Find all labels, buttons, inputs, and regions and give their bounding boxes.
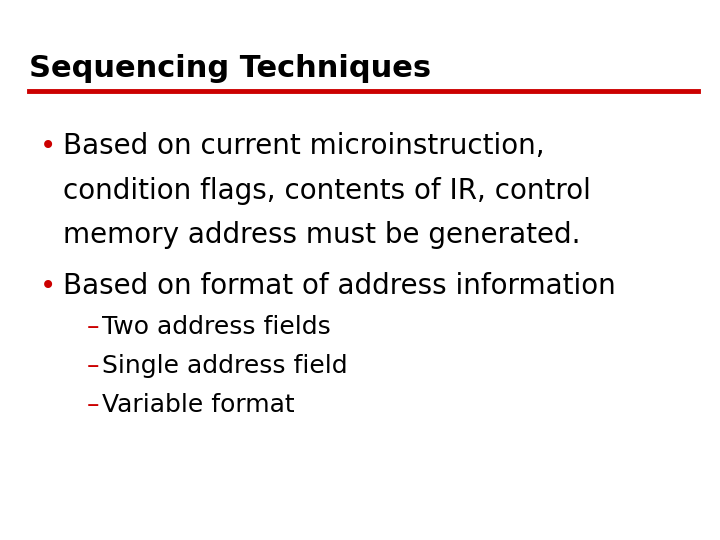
Text: –: – xyxy=(86,315,99,339)
Text: Two address fields: Two address fields xyxy=(102,315,331,339)
Text: condition flags, contents of IR, control: condition flags, contents of IR, control xyxy=(63,177,591,205)
Text: Based on current microinstruction,: Based on current microinstruction, xyxy=(63,132,545,160)
Text: Variable format: Variable format xyxy=(102,393,295,416)
Text: memory address must be generated.: memory address must be generated. xyxy=(63,221,581,249)
Text: –: – xyxy=(86,354,99,377)
Text: Single address field: Single address field xyxy=(102,354,348,377)
Text: •: • xyxy=(40,132,56,160)
Text: Sequencing Techniques: Sequencing Techniques xyxy=(29,54,431,83)
Text: –: – xyxy=(86,393,99,416)
Text: •: • xyxy=(40,272,56,300)
Text: Based on format of address information: Based on format of address information xyxy=(63,272,616,300)
